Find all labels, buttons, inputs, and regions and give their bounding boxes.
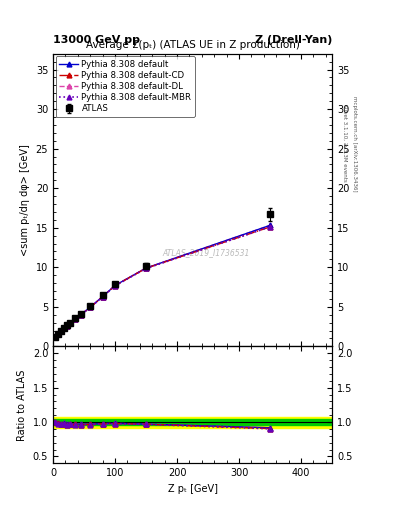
Title: Average Σ(pₜ) (ATLAS UE in Z production): Average Σ(pₜ) (ATLAS UE in Z production): [86, 40, 299, 50]
Line: Pythia 8.308 default-CD: Pythia 8.308 default-CD: [52, 224, 272, 340]
Y-axis label: Ratio to ATLAS: Ratio to ATLAS: [17, 369, 27, 440]
Pythia 8.308 default-MBR: [88, 304, 93, 310]
Pythia 8.308 default: [79, 311, 83, 317]
Text: 13000 GeV pp: 13000 GeV pp: [53, 35, 140, 45]
Pythia 8.308 default-DL: [79, 311, 83, 317]
Pythia 8.308 default: [62, 325, 66, 331]
Line: Pythia 8.308 default: Pythia 8.308 default: [52, 223, 272, 340]
Pythia 8.308 default-DL: [100, 293, 105, 300]
Pythia 8.308 default-MBR: [52, 334, 57, 340]
Text: ATLAS_2019_I1736531: ATLAS_2019_I1736531: [163, 248, 250, 257]
Pythia 8.308 default: [59, 328, 63, 334]
Y-axis label: <sum pₜ/dη dφ> [GeV]: <sum pₜ/dη dφ> [GeV]: [20, 144, 30, 256]
Line: Pythia 8.308 default-DL: Pythia 8.308 default-DL: [52, 223, 272, 340]
Pythia 8.308 default-CD: [144, 265, 149, 271]
Pythia 8.308 default-DL: [268, 222, 272, 228]
Legend: Pythia 8.308 default, Pythia 8.308 default-CD, Pythia 8.308 default-DL, Pythia 8: Pythia 8.308 default, Pythia 8.308 defau…: [56, 56, 195, 117]
Pythia 8.308 default-CD: [100, 293, 105, 300]
Pythia 8.308 default-CD: [59, 328, 63, 334]
Text: Rivet 3.1.10, ≥ 3.3M events: Rivet 3.1.10, ≥ 3.3M events: [343, 105, 348, 182]
X-axis label: Z pₜ [GeV]: Z pₜ [GeV]: [167, 484, 218, 494]
Pythia 8.308 default: [113, 283, 118, 289]
Pythia 8.308 default-DL: [144, 265, 149, 271]
Pythia 8.308 default-MBR: [64, 323, 70, 329]
Pythia 8.308 default-CD: [64, 323, 70, 329]
Pythia 8.308 default-DL: [64, 323, 70, 329]
Pythia 8.308 default: [88, 304, 93, 310]
Pythia 8.308 default-CD: [79, 312, 83, 318]
Pythia 8.308 default-CD: [55, 331, 60, 337]
Pythia 8.308 default-MBR: [113, 283, 118, 289]
Pythia 8.308 default-DL: [52, 334, 57, 340]
Text: Z (Drell-Yan): Z (Drell-Yan): [255, 35, 332, 45]
Pythia 8.308 default-DL: [88, 304, 93, 310]
Pythia 8.308 default-MBR: [55, 331, 60, 337]
Pythia 8.308 default: [68, 320, 72, 326]
Pythia 8.308 default-DL: [62, 325, 66, 331]
Pythia 8.308 default-CD: [62, 325, 66, 331]
Pythia 8.308 default-CD: [72, 316, 77, 322]
Bar: [53, 417, 332, 428]
Pythia 8.308 default-MBR: [144, 265, 149, 271]
Pythia 8.308 default: [52, 334, 57, 340]
Pythia 8.308 default: [64, 323, 70, 329]
Pythia 8.308 default-MBR: [72, 316, 77, 323]
Bar: [53, 419, 332, 425]
Pythia 8.308 default-DL: [113, 283, 118, 289]
Pythia 8.308 default-CD: [52, 334, 57, 340]
Pythia 8.308 default-DL: [59, 328, 63, 334]
Pythia 8.308 default-CD: [68, 321, 72, 327]
Pythia 8.308 default-DL: [68, 320, 72, 326]
Pythia 8.308 default-CD: [88, 304, 93, 310]
Pythia 8.308 default-MBR: [62, 325, 66, 331]
Pythia 8.308 default-DL: [55, 331, 60, 337]
Pythia 8.308 default-MBR: [68, 321, 72, 327]
Pythia 8.308 default-CD: [113, 283, 118, 289]
Pythia 8.308 default-MBR: [100, 294, 105, 300]
Pythia 8.308 default: [268, 222, 272, 228]
Pythia 8.308 default-MBR: [268, 224, 272, 230]
Text: mcplots.cern.ch [arXiv:1306.3436]: mcplots.cern.ch [arXiv:1306.3436]: [352, 96, 357, 191]
Pythia 8.308 default-MBR: [79, 312, 83, 318]
Pythia 8.308 default: [100, 293, 105, 300]
Pythia 8.308 default-CD: [268, 224, 272, 230]
Pythia 8.308 default-MBR: [59, 328, 63, 334]
Line: Pythia 8.308 default-MBR: Pythia 8.308 default-MBR: [52, 224, 272, 340]
Pythia 8.308 default: [55, 331, 60, 337]
Pythia 8.308 default: [144, 265, 149, 271]
Pythia 8.308 default-DL: [72, 316, 77, 322]
Pythia 8.308 default: [72, 316, 77, 322]
